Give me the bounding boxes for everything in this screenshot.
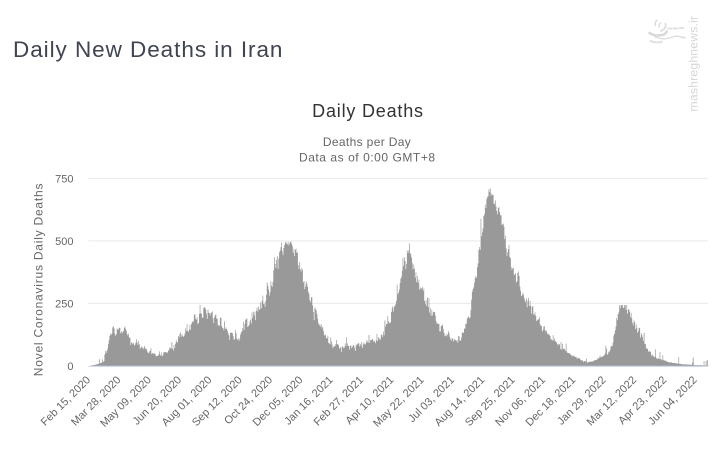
svg-text:Deaths per Day: Deaths per Day	[323, 135, 411, 149]
svg-text:Daily Deaths: Daily Deaths	[312, 101, 424, 121]
svg-text:Daily New Deaths in Iran: Daily New Deaths in Iran	[13, 37, 283, 62]
svg-text:500: 500	[55, 236, 73, 248]
svg-text:Data as of 0:00 GMT+8: Data as of 0:00 GMT+8	[299, 151, 436, 165]
svg-text:250: 250	[55, 298, 73, 310]
svg-text:mashreghnews.ir: mashreghnews.ir	[687, 16, 701, 112]
svg-text:750: 750	[55, 173, 73, 185]
svg-text:Novel Coronavirus Daily Deaths: Novel Coronavirus Daily Deaths	[32, 183, 46, 376]
svg-text:0: 0	[67, 361, 73, 373]
